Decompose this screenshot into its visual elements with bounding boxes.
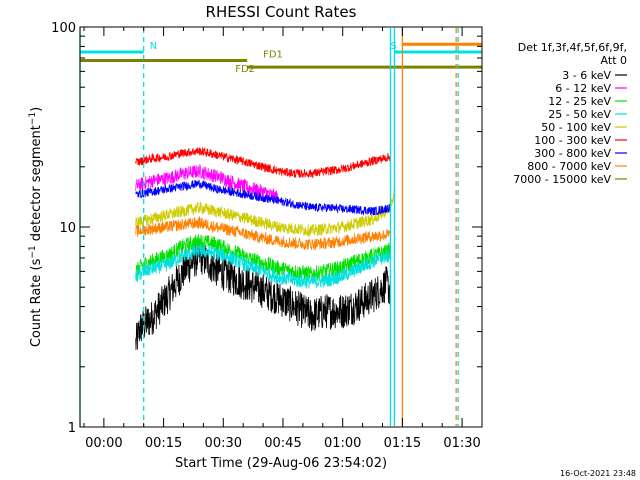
y-tick-label: 1	[68, 421, 76, 436]
legend-header: Det 1f,3f,4f,5f,6f,9f,	[518, 41, 627, 54]
legend-entry: 50 - 100 keV	[541, 121, 611, 134]
x-tick-label: 00:45	[264, 436, 301, 451]
y-axis-ticks: 1 10 100	[51, 21, 482, 436]
series-line	[135, 234, 391, 282]
flag-label: FD1	[263, 49, 283, 60]
x-axis-ticks: 00:00 00:15 00:30 00:45 01:00 01:15 01:30	[83, 27, 483, 451]
legend-entry: 300 - 800 keV	[534, 147, 611, 160]
y-axis-label-end: )	[29, 107, 44, 112]
legend-entry: 25 - 50 keV	[548, 108, 611, 121]
y-axis-label-main: Count Rate (s	[29, 258, 44, 347]
x-tick-label: 00:15	[145, 436, 182, 451]
series-line	[135, 238, 391, 351]
x-tick-label: 00:30	[205, 436, 242, 451]
x-axis-label: Start Time (29-Aug-06 23:54:02)	[175, 456, 387, 471]
flag-bars: N FD1 FD2 S	[80, 41, 482, 75]
legend-entry: 800 - 7000 keV	[527, 160, 611, 173]
x-tick-label: 00:00	[85, 436, 122, 451]
legend-entry: 7000 - 15000 keV	[513, 173, 611, 186]
generation-timestamp: 16-Oct-2021 23:48	[560, 469, 636, 478]
y-tick-label: 10	[59, 221, 76, 236]
legend-header: Att 0	[601, 54, 627, 67]
legend-entry: 100 - 300 keV	[534, 134, 611, 147]
legend-entry: 3 - 6 keV	[562, 69, 611, 82]
y-tick-label: 100	[51, 21, 76, 36]
x-tick-label: 01:00	[324, 436, 361, 451]
legend-entry: 6 - 12 keV	[555, 82, 611, 95]
series-line	[135, 243, 391, 289]
series-line	[135, 147, 391, 179]
flag-label: FD2	[235, 64, 255, 75]
series-line	[135, 179, 391, 216]
flag-label: N	[150, 41, 157, 52]
series-line	[135, 215, 391, 250]
y-axis-label-mid: detector segment	[29, 125, 44, 245]
series-line	[135, 188, 395, 237]
y-axis-label-sup1: −1	[28, 245, 38, 258]
x-tick-label: 01:30	[443, 436, 480, 451]
flag-label: S	[390, 41, 396, 52]
chart-title: RHESSI Count Rates	[206, 3, 357, 21]
y-axis-label: Count Rate (s−1 detector segment−1)	[28, 107, 44, 347]
series-lines	[135, 147, 395, 351]
x-tick-label: 01:15	[384, 436, 421, 451]
legend-entry: 12 - 25 keV	[548, 95, 611, 108]
y-axis-label-sup2: −1	[28, 112, 38, 125]
